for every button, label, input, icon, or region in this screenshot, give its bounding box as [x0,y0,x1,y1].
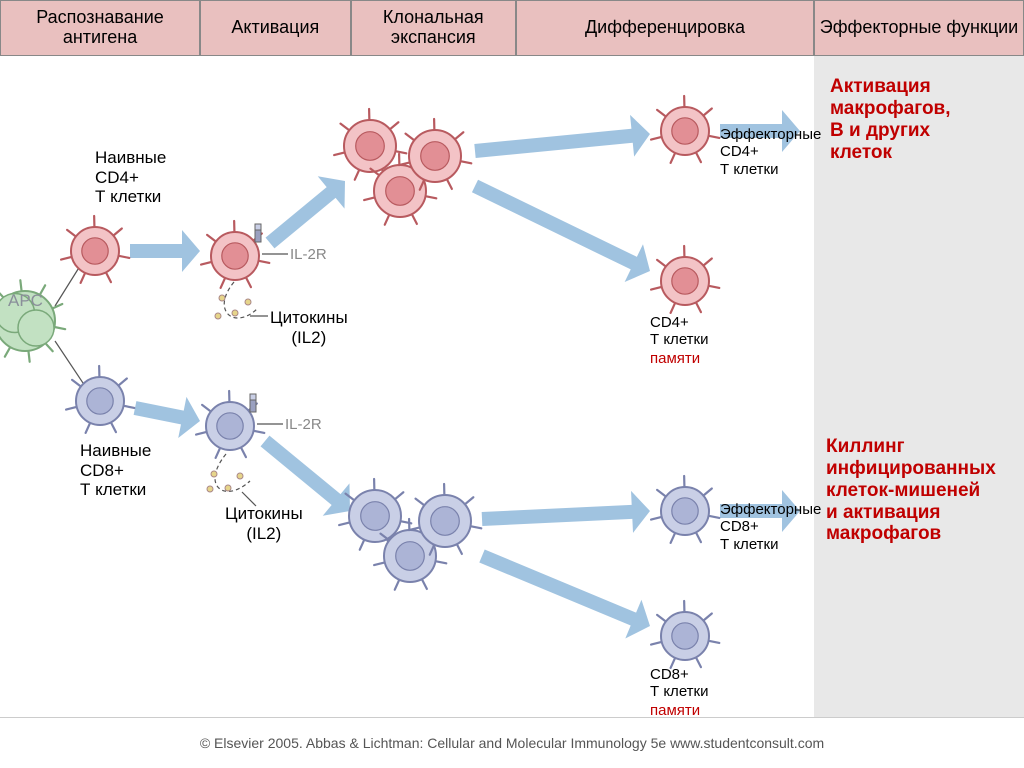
arrow [482,491,650,533]
cell-cd4_mem [651,246,719,313]
label-apc: APC [8,291,43,311]
cell-cd8_naive [66,366,134,433]
label-naive-cd8: Наивные CD8+ Т клетки [80,441,151,500]
header-cell-4: Эффекторные функции [814,0,1024,56]
arrow [479,550,650,639]
header-cell-3: Дифференцировка [516,0,814,56]
label-eff-cd8: Эффекторные CD8+ Т клетки [720,501,821,553]
label-naive-cd4: Наивные CD4+ Т клетки [95,148,166,207]
label-cd4-effect: Активация макрофагов, В и других клеток [830,76,951,163]
label-cd8-effect: Киллинг инфицированных клеток-мишеней и … [826,436,996,545]
arrow [472,180,650,282]
arrow [474,115,650,158]
header-cell-0: Распознавание антигена [0,0,200,56]
cell-cd8_eff [651,476,719,543]
footer-text: © Elsevier 2005. Abbas & Lichtman: Cellu… [200,735,824,751]
header-cell-1: Активация [200,0,351,56]
label-mem-cd4-b: памяти [650,350,700,367]
arrow [134,397,200,438]
label-il2r-top: IL-2R [290,246,327,263]
stage-header: Распознавание антигенаАктивацияКлональна… [0,0,1024,56]
label-eff-cd4: Эффекторные CD4+ Т клетки [720,126,821,178]
label-cytokines-bot: Цитокины (IL2) [225,504,303,543]
cell-cd4_eff [651,96,719,163]
label-il2r-bot: IL-2R [285,416,322,433]
footer-credit: © Elsevier 2005. Abbas & Lichtman: Cellu… [0,717,1024,768]
cell-cd8_mem [651,601,719,668]
header-cell-2: Клональная экспансия [351,0,516,56]
cell-cd4_naive [61,216,129,283]
arrow [130,230,200,272]
page: Распознавание антигенаАктивацияКлональна… [0,0,1024,768]
arrow [266,176,345,248]
label-mem-cd4-a: CD4+ Т клетки [650,314,708,349]
label-mem-cd8-a: CD8+ Т клетки [650,666,708,701]
diagram-canvas: APC Наивные CD4+ Т клетки Наивные CD8+ Т… [0,56,1024,718]
label-cytokines-top: Цитокины (IL2) [270,308,348,347]
